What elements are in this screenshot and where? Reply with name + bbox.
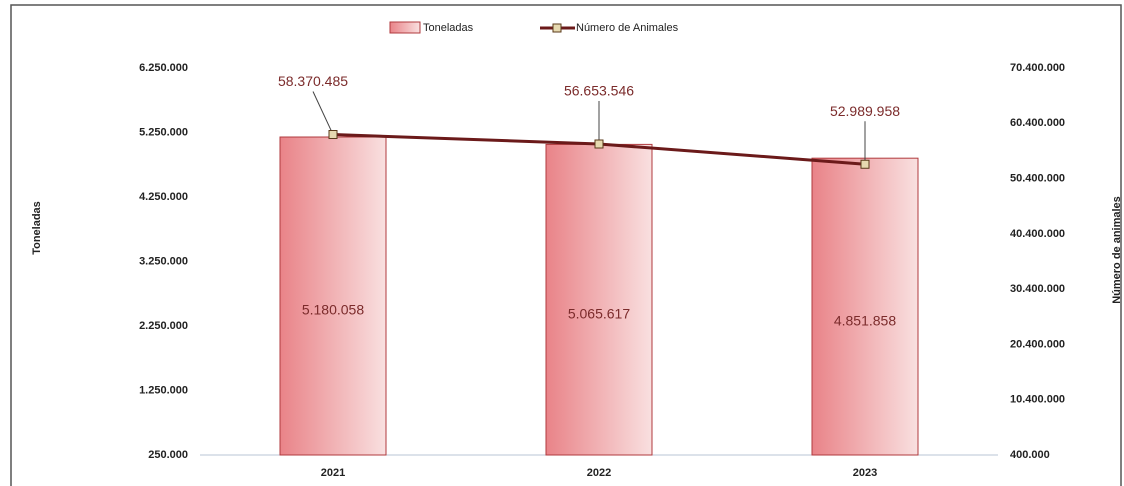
- y-axis-title: Toneladas: [31, 201, 43, 255]
- y-tick-label: 1.250.000: [139, 384, 188, 396]
- y2-tick-label: 10.400.000: [1010, 394, 1065, 406]
- bar: [811, 157, 919, 456]
- bar-value-label: 5.065.617: [568, 305, 630, 321]
- x-tick-label: 2021: [321, 467, 345, 479]
- y2-tick-label: 60.400.000: [1010, 117, 1065, 129]
- bar-value-label: 4.851.858: [834, 312, 896, 328]
- line-value-label: 56.653.546: [564, 83, 634, 99]
- y-tick-label: 3.250.000: [139, 255, 188, 267]
- line-value-label: 58.370.485: [278, 73, 348, 89]
- bar: [279, 136, 387, 456]
- y-tick-label: 5.250.000: [139, 126, 188, 138]
- legend-marker: [552, 23, 562, 33]
- y2-tick-label: 50.400.000: [1010, 172, 1065, 184]
- y2-tick-label: 400.000: [1010, 449, 1050, 461]
- leader-line: [312, 91, 334, 135]
- y2-tick-label: 20.400.000: [1010, 338, 1065, 350]
- y2-tick-label: 40.400.000: [1010, 228, 1065, 240]
- x-tick-label: 2022: [587, 467, 611, 479]
- y-tick-label: 6.250.000: [139, 62, 188, 74]
- line-value-label: 52.989.958: [830, 103, 900, 119]
- y2-tick-label: 30.400.000: [1010, 283, 1065, 295]
- y2-axis-title: Número de animales: [1111, 196, 1123, 304]
- legend-label: Número de Animales: [576, 22, 679, 34]
- bar: [545, 143, 653, 456]
- line-marker: [860, 159, 870, 169]
- frame: [10, 4, 1122, 486]
- x-tick-label: 2023: [853, 467, 877, 479]
- legend-label: Toneladas: [423, 22, 474, 34]
- line-marker: [594, 139, 604, 149]
- y-tick-label: 2.250.000: [139, 320, 188, 332]
- line-marker: [328, 130, 338, 140]
- y-tick-label: 4.250.000: [139, 191, 188, 203]
- y-tick-label: 250.000: [148, 449, 188, 461]
- bar-value-label: 5.180.058: [302, 302, 364, 318]
- y2-tick-label: 70.400.000: [1010, 62, 1065, 74]
- legend-swatch: [389, 21, 421, 34]
